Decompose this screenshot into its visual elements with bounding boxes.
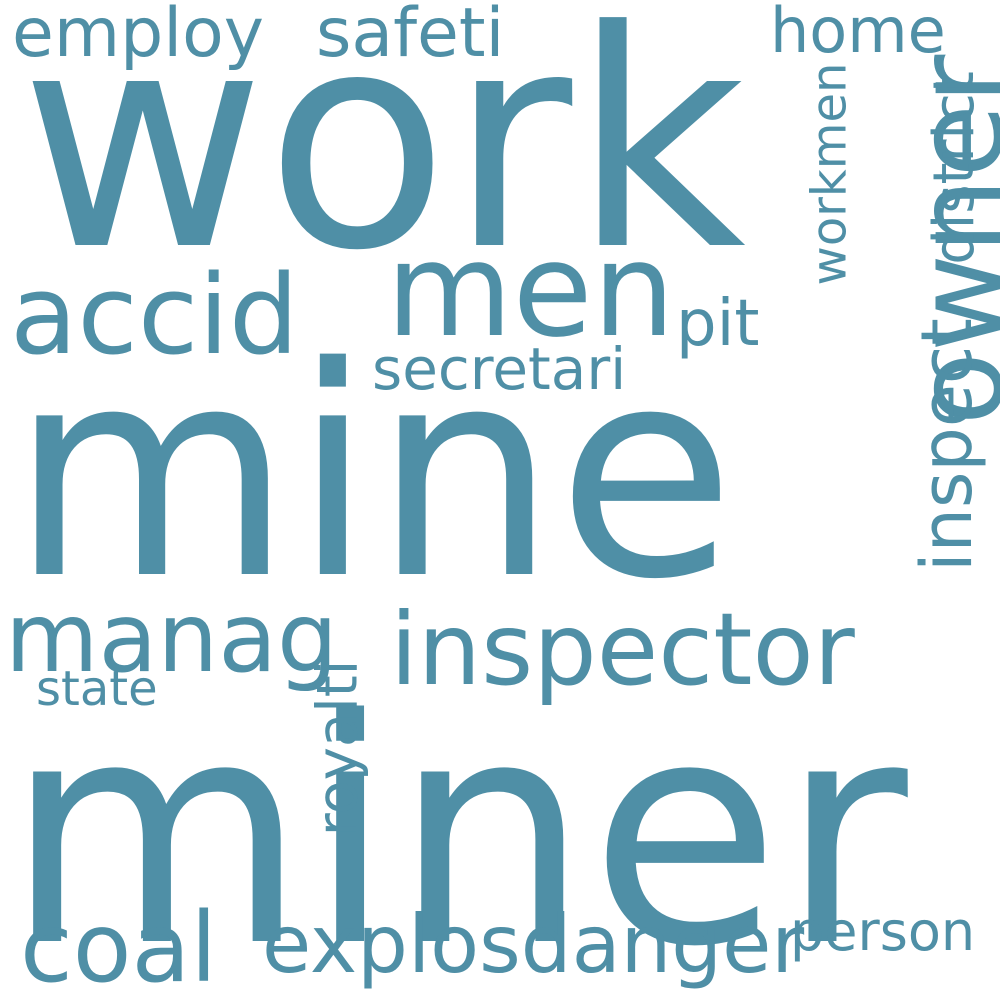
word-work: work [20,0,746,316]
word-employ: employ [12,0,264,73]
word-inspect: inspect [905,318,988,572]
word-state: state [36,661,158,717]
word-person: person [790,900,976,963]
word-secretari: secretari [372,335,627,403]
word-manag: manag [5,582,338,694]
word-miner: miner [5,654,908,1000]
word-inspector: inspector [390,591,855,708]
word-coal: coal [20,892,218,1000]
word-accid: accid [10,251,299,379]
word-pit: pit [676,287,760,361]
word-men: men [386,214,676,366]
word-explosdanger: explosdanger [262,898,805,991]
word-home: home [770,0,946,67]
word-royalti: royalti [305,659,371,837]
word-district: district [921,71,987,265]
word-mine: mine [10,306,736,643]
word-safeti: safeti [316,0,505,73]
word-workmen: workmen [801,62,858,286]
